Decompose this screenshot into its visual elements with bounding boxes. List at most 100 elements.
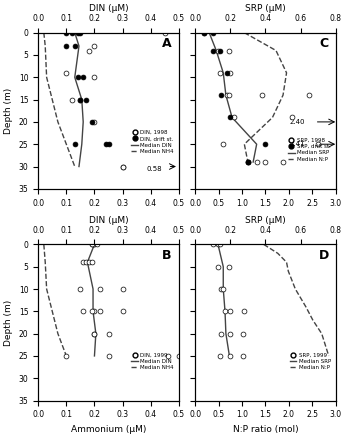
Point bbox=[224, 69, 229, 76]
Legend: SRP, 1998, SRP, drift st., Median SRP, Median N:P: SRP, 1998, SRP, drift st., Median SRP, M… bbox=[286, 135, 333, 164]
X-axis label: N:P ratio (mol): N:P ratio (mol) bbox=[233, 425, 298, 434]
Text: 0.58: 0.58 bbox=[146, 166, 162, 172]
Point bbox=[92, 330, 97, 337]
Point bbox=[97, 286, 103, 293]
Text: B: B bbox=[162, 249, 172, 262]
Point bbox=[78, 286, 83, 293]
Point bbox=[316, 141, 321, 148]
Point bbox=[106, 353, 111, 360]
Point bbox=[289, 114, 294, 121]
Point bbox=[120, 163, 125, 170]
Point bbox=[228, 114, 233, 121]
Point bbox=[94, 241, 100, 248]
Point bbox=[120, 308, 125, 315]
Point bbox=[215, 47, 221, 54]
Point bbox=[80, 74, 86, 81]
Point bbox=[254, 159, 260, 166]
Point bbox=[92, 308, 97, 315]
Point bbox=[280, 159, 286, 166]
X-axis label: SRP (μM): SRP (μM) bbox=[245, 4, 286, 13]
Point bbox=[78, 96, 83, 103]
Point bbox=[64, 42, 69, 49]
Legend: DIN, 1998, DIN, drift st., Median DIN, Median NH4: DIN, 1998, DIN, drift st., Median DIN, M… bbox=[129, 128, 176, 156]
Point bbox=[210, 241, 216, 248]
Point bbox=[64, 29, 69, 36]
Point bbox=[92, 74, 97, 81]
Point bbox=[80, 308, 86, 315]
Point bbox=[228, 308, 233, 315]
Point bbox=[89, 308, 94, 315]
Point bbox=[226, 47, 231, 54]
Point bbox=[78, 29, 83, 36]
Point bbox=[92, 241, 97, 248]
Point bbox=[72, 42, 78, 49]
Point bbox=[217, 69, 222, 76]
Point bbox=[226, 92, 231, 99]
Point bbox=[226, 263, 231, 270]
Point bbox=[217, 241, 222, 248]
Point bbox=[228, 353, 233, 360]
Point bbox=[222, 308, 228, 315]
Point bbox=[92, 241, 97, 248]
Y-axis label: Depth (m): Depth (m) bbox=[4, 88, 13, 134]
X-axis label: SRP (μM): SRP (μM) bbox=[245, 216, 286, 225]
Point bbox=[86, 259, 92, 266]
X-axis label: Ammonium (μM): Ammonium (μM) bbox=[71, 425, 146, 434]
Point bbox=[176, 353, 182, 360]
X-axis label: DIN (μM): DIN (μM) bbox=[89, 216, 128, 225]
Point bbox=[220, 286, 226, 293]
Point bbox=[210, 29, 216, 36]
Point bbox=[220, 141, 226, 148]
Point bbox=[120, 163, 125, 170]
Point bbox=[217, 353, 222, 360]
Text: 2.40: 2.40 bbox=[290, 119, 305, 125]
Point bbox=[228, 69, 233, 76]
Legend: SRP, 1999, Median SRP, Median N:P: SRP, 1999, Median SRP, Median N:P bbox=[288, 350, 333, 373]
Point bbox=[219, 330, 224, 337]
Text: D: D bbox=[318, 249, 329, 262]
Point bbox=[240, 353, 245, 360]
Point bbox=[120, 286, 125, 293]
Point bbox=[75, 74, 80, 81]
Point bbox=[307, 92, 312, 99]
Point bbox=[162, 29, 167, 36]
Point bbox=[89, 241, 94, 248]
Point bbox=[83, 96, 89, 103]
X-axis label: DIN (μM): DIN (μM) bbox=[89, 4, 128, 13]
Point bbox=[263, 159, 268, 166]
Point bbox=[89, 241, 94, 248]
Point bbox=[92, 118, 97, 125]
Point bbox=[92, 330, 97, 337]
Point bbox=[245, 159, 251, 166]
Point bbox=[240, 330, 245, 337]
Point bbox=[80, 259, 86, 266]
Point bbox=[97, 308, 103, 315]
Point bbox=[64, 353, 69, 360]
Point bbox=[215, 263, 221, 270]
Point bbox=[201, 29, 207, 36]
Point bbox=[231, 114, 237, 121]
Point bbox=[165, 353, 170, 360]
Y-axis label: Depth (m): Depth (m) bbox=[4, 299, 13, 346]
Point bbox=[228, 330, 233, 337]
Point bbox=[69, 29, 75, 36]
Point bbox=[92, 42, 97, 49]
Point bbox=[83, 259, 89, 266]
Point bbox=[263, 141, 268, 148]
Point bbox=[242, 308, 247, 315]
Point bbox=[106, 330, 111, 337]
Point bbox=[201, 29, 207, 36]
Legend: DIN, 1999, Median DIN, Median NH4: DIN, 1999, Median DIN, Median NH4 bbox=[129, 350, 176, 373]
Text: 2.41: 2.41 bbox=[290, 141, 305, 147]
Text: A: A bbox=[162, 37, 172, 50]
Point bbox=[106, 141, 111, 148]
Point bbox=[219, 286, 224, 293]
Point bbox=[89, 259, 94, 266]
Point bbox=[245, 159, 251, 166]
Point bbox=[103, 141, 108, 148]
Point bbox=[69, 96, 75, 103]
Point bbox=[210, 47, 216, 54]
Point bbox=[259, 92, 265, 99]
Point bbox=[219, 92, 224, 99]
Point bbox=[224, 92, 229, 99]
